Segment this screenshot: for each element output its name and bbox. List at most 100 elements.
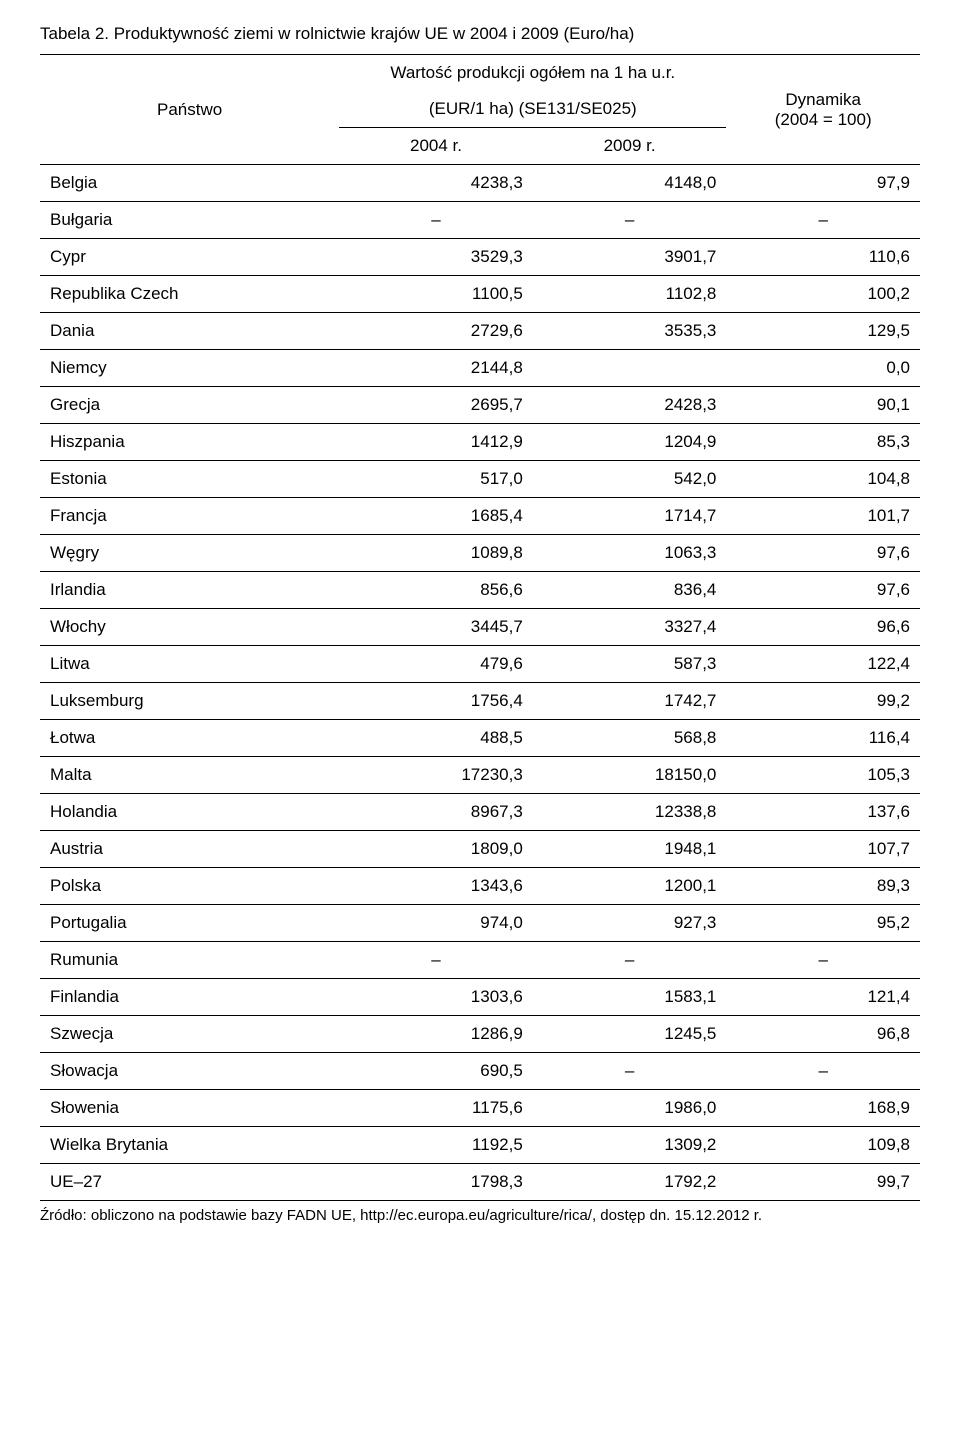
cell-2004: 17230,3 — [339, 757, 533, 794]
cell-dyn: 116,4 — [726, 720, 920, 757]
cell-dyn: 97,6 — [726, 535, 920, 572]
table-row: Finlandia1303,61583,1121,4 — [40, 979, 920, 1016]
cell-country: Grecja — [40, 387, 339, 424]
cell-dyn: 97,6 — [726, 572, 920, 609]
dynamics-bottom: (2004 = 100) — [775, 110, 872, 129]
cell-dyn: – — [726, 202, 920, 239]
cell-2009: 1986,0 — [533, 1090, 727, 1127]
table-row: Słowenia1175,61986,0168,9 — [40, 1090, 920, 1127]
cell-2009: 836,4 — [533, 572, 727, 609]
cell-2009: 1583,1 — [533, 979, 727, 1016]
table-row: Luksemburg1756,41742,799,2 — [40, 683, 920, 720]
cell-2009: 3535,3 — [533, 313, 727, 350]
col-header-value-top: Wartość produkcji ogółem na 1 ha u.r. — [339, 55, 726, 92]
cell-2009: 1204,9 — [533, 424, 727, 461]
cell-dyn: 100,2 — [726, 276, 920, 313]
cell-dyn: 85,3 — [726, 424, 920, 461]
table-row: Łotwa488,5568,8116,4 — [40, 720, 920, 757]
cell-2004: 3445,7 — [339, 609, 533, 646]
cell-dyn: 0,0 — [726, 350, 920, 387]
cell-country: Litwa — [40, 646, 339, 683]
cell-2004: 2695,7 — [339, 387, 533, 424]
cell-country: Malta — [40, 757, 339, 794]
cell-dyn: 122,4 — [726, 646, 920, 683]
cell-2004: 2144,8 — [339, 350, 533, 387]
table-row: Estonia517,0542,0104,8 — [40, 461, 920, 498]
cell-2004: 8967,3 — [339, 794, 533, 831]
cell-2009: 4148,0 — [533, 165, 727, 202]
cell-dyn: 99,7 — [726, 1164, 920, 1201]
cell-country: Słowacja — [40, 1053, 339, 1090]
cell-2009: 3327,4 — [533, 609, 727, 646]
table-row: Malta17230,318150,0105,3 — [40, 757, 920, 794]
cell-2009: 18150,0 — [533, 757, 727, 794]
cell-dyn: 90,1 — [726, 387, 920, 424]
cell-2004: 2729,6 — [339, 313, 533, 350]
cell-country: Hiszpania — [40, 424, 339, 461]
cell-country: Francja — [40, 498, 339, 535]
cell-2004: 1175,6 — [339, 1090, 533, 1127]
cell-dyn: 95,2 — [726, 905, 920, 942]
cell-country: Belgia — [40, 165, 339, 202]
cell-2004: 856,6 — [339, 572, 533, 609]
cell-2004: 1756,4 — [339, 683, 533, 720]
cell-dyn: 168,9 — [726, 1090, 920, 1127]
cell-country: Polska — [40, 868, 339, 905]
table-row: Polska1343,61200,189,3 — [40, 868, 920, 905]
cell-2004: 1303,6 — [339, 979, 533, 1016]
cell-2004: 1809,0 — [339, 831, 533, 868]
table-row: Litwa479,6587,3122,4 — [40, 646, 920, 683]
cell-2004: – — [339, 202, 533, 239]
cell-2009: 1714,7 — [533, 498, 727, 535]
table-row: Wielka Brytania1192,51309,2109,8 — [40, 1127, 920, 1164]
cell-2004: 1100,5 — [339, 276, 533, 313]
table-row: Irlandia856,6836,497,6 — [40, 572, 920, 609]
col-header-2004: 2004 r. — [339, 128, 533, 165]
cell-2009 — [533, 350, 727, 387]
col-header-value-bottom: (EUR/1 ha) (SE131/SE025) — [339, 91, 726, 128]
cell-dyn: 99,2 — [726, 683, 920, 720]
cell-country: Republika Czech — [40, 276, 339, 313]
table-row: Rumunia––– — [40, 942, 920, 979]
cell-country: Estonia — [40, 461, 339, 498]
col-header-2009: 2009 r. — [533, 128, 727, 165]
cell-dyn: 104,8 — [726, 461, 920, 498]
cell-2009: 1792,2 — [533, 1164, 727, 1201]
cell-2009: 587,3 — [533, 646, 727, 683]
cell-2009: 542,0 — [533, 461, 727, 498]
cell-2004: 690,5 — [339, 1053, 533, 1090]
cell-dyn: 89,3 — [726, 868, 920, 905]
data-table: Państwo Wartość produkcji ogółem na 1 ha… — [40, 54, 920, 1201]
cell-country: Rumunia — [40, 942, 339, 979]
cell-dyn: 110,6 — [726, 239, 920, 276]
cell-country: Łotwa — [40, 720, 339, 757]
table-row: Bułgaria––– — [40, 202, 920, 239]
cell-2009: – — [533, 1053, 727, 1090]
cell-dyn: 129,5 — [726, 313, 920, 350]
cell-2004: 4238,3 — [339, 165, 533, 202]
cell-2009: 1742,7 — [533, 683, 727, 720]
table-head: Państwo Wartość produkcji ogółem na 1 ha… — [40, 55, 920, 165]
table-row: Hiszpania1412,91204,985,3 — [40, 424, 920, 461]
table-row: Holandia8967,312338,8137,6 — [40, 794, 920, 831]
cell-country: Węgry — [40, 535, 339, 572]
table-row: Republika Czech1100,51102,8100,2 — [40, 276, 920, 313]
cell-2004: 1685,4 — [339, 498, 533, 535]
table-row: Austria1809,01948,1107,7 — [40, 831, 920, 868]
cell-country: Bułgaria — [40, 202, 339, 239]
cell-2004: 1286,9 — [339, 1016, 533, 1053]
cell-dyn: 105,3 — [726, 757, 920, 794]
cell-country: Dania — [40, 313, 339, 350]
cell-dyn: 137,6 — [726, 794, 920, 831]
cell-country: Holandia — [40, 794, 339, 831]
table-row: Słowacja690,5–– — [40, 1053, 920, 1090]
cell-2009: 568,8 — [533, 720, 727, 757]
dynamics-top: Dynamika — [785, 90, 861, 109]
cell-dyn: 109,8 — [726, 1127, 920, 1164]
cell-2009: 1245,5 — [533, 1016, 727, 1053]
table-row: Węgry1089,81063,397,6 — [40, 535, 920, 572]
cell-2004: – — [339, 942, 533, 979]
cell-2009: 1200,1 — [533, 868, 727, 905]
cell-dyn: 107,7 — [726, 831, 920, 868]
cell-country: Austria — [40, 831, 339, 868]
